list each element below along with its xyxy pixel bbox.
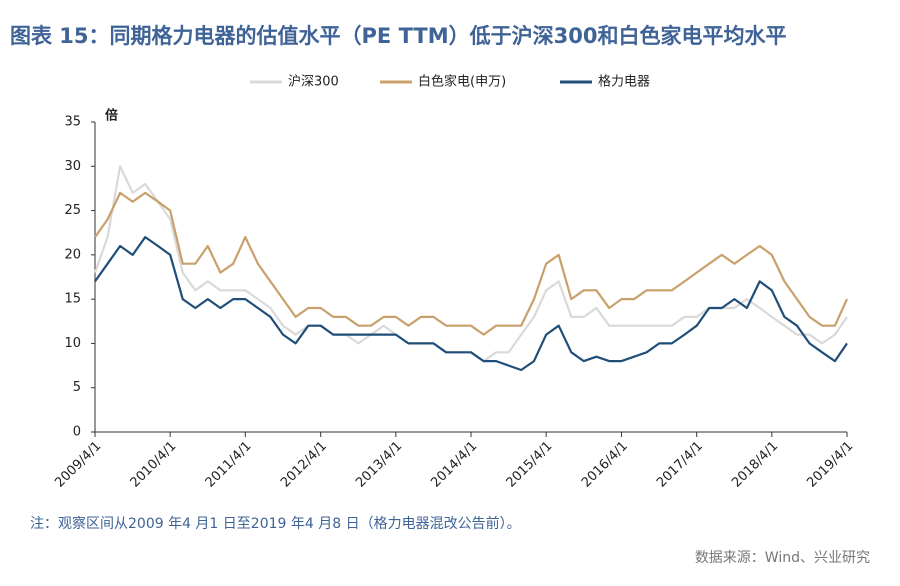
y-tick-label: 5 <box>73 380 81 395</box>
y-tick-label: 15 <box>64 292 81 307</box>
y-tick-label: 20 <box>64 247 81 262</box>
x-tick-label: 2009/4/1 <box>52 439 104 491</box>
legend-label: 格力电器 <box>598 74 650 90</box>
x-tick-label: 2012/4/1 <box>278 439 330 491</box>
y-axis-label: 倍 <box>105 108 118 124</box>
y-tick-label: 10 <box>64 336 81 351</box>
legend-label: 白色家电(申万) <box>418 74 506 90</box>
y-tick-label: 25 <box>64 203 81 218</box>
series-line <box>94 191 849 336</box>
note: 注：观察区间从2009 年4 月1 日至2019 年4 月8 日（格力电器混改公… <box>30 515 521 532</box>
series-line <box>94 236 848 372</box>
chart-title: 图表 15：同期格力电器的估值水平（PE TTM）低于沪深300和白色家电平均水… <box>10 24 786 48</box>
x-tick-label: 2016/4/1 <box>579 439 631 491</box>
x-tick-label: 2011/4/1 <box>203 439 255 491</box>
x-tick-label: 2019/4/1 <box>804 439 856 491</box>
x-tick-label: 2018/4/1 <box>729 439 781 491</box>
x-tick-label: 2017/4/1 <box>654 439 706 491</box>
y-tick-label: 0 <box>73 425 81 440</box>
source: 数据来源：Wind、兴业研究 <box>695 550 870 566</box>
x-tick-label: 2014/4/1 <box>428 439 480 491</box>
y-tick-label: 35 <box>64 115 81 130</box>
y-tick-label: 30 <box>64 159 81 174</box>
x-tick-label: 2015/4/1 <box>504 439 556 491</box>
legend-label: 沪深300 <box>288 74 339 90</box>
x-tick-label: 2013/4/1 <box>353 439 405 491</box>
x-tick-label: 2010/4/1 <box>128 439 180 491</box>
